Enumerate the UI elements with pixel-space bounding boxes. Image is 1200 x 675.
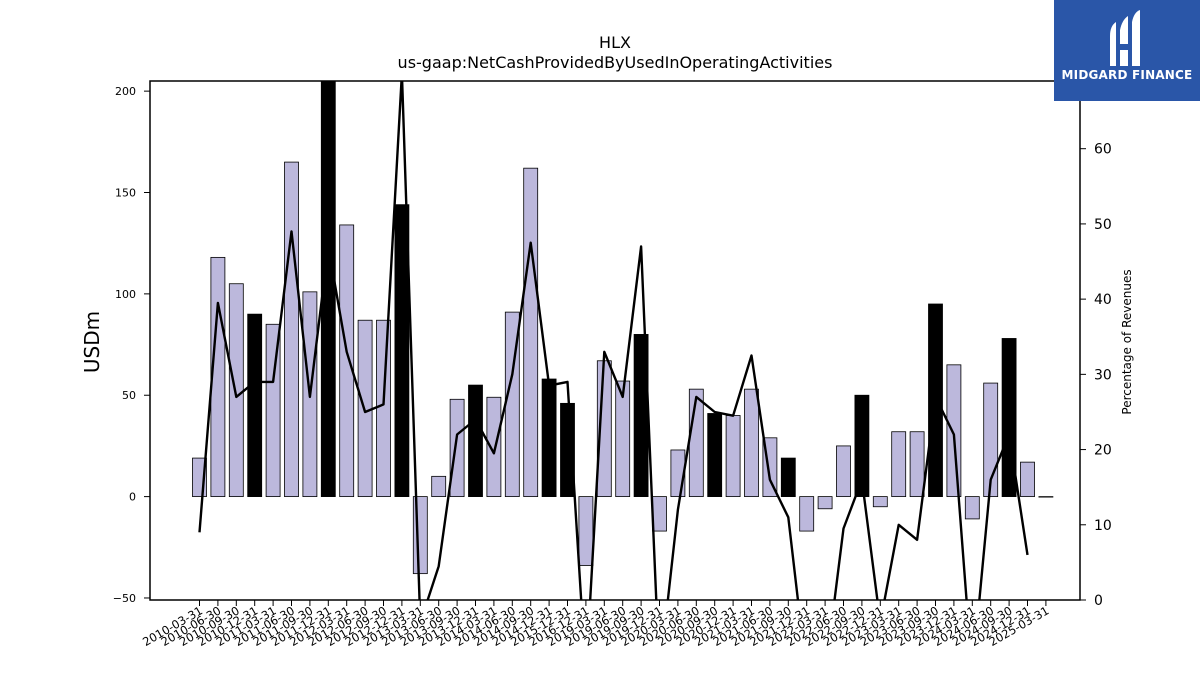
y-tick-label: 50	[122, 389, 136, 402]
bar	[541, 378, 557, 498]
y-tick-label: 0	[129, 491, 136, 504]
bar	[909, 431, 925, 498]
bar	[468, 384, 483, 498]
y2-axis-label: Percentage of Revenues	[1120, 269, 1134, 414]
y2-tick-label: 30	[1094, 367, 1112, 383]
midgard-finance-logo: MIDGARD FINANCE	[1054, 0, 1200, 101]
bar	[688, 388, 704, 498]
bar	[744, 388, 759, 498]
bar	[615, 380, 631, 498]
bar	[725, 415, 741, 498]
bar	[1038, 496, 1054, 498]
bar	[339, 224, 355, 498]
percentage-line	[198, 81, 1029, 600]
bar	[964, 496, 980, 520]
bar	[780, 457, 796, 498]
bar	[707, 413, 723, 498]
bar	[578, 496, 594, 566]
y-tick-label: 200	[115, 85, 136, 98]
bar	[946, 364, 962, 498]
bar	[799, 496, 815, 532]
bar	[228, 283, 244, 498]
y2-tick-label: 40	[1094, 292, 1112, 308]
chart-subtitle: us-gaap:NetCashProvidedByUsedInOperating…	[398, 53, 833, 72]
y-tick-label: 150	[115, 187, 136, 200]
bar	[1020, 461, 1035, 498]
brand-name: MIDGARD FINANCE	[1061, 68, 1193, 82]
y2-tick-label: 10	[1094, 518, 1112, 534]
midgard-logo-icon	[1110, 10, 1140, 66]
bar	[394, 204, 410, 498]
bar	[836, 445, 851, 498]
y-tick-label: 100	[115, 288, 136, 301]
x-axis: 2010-03-312010-06-302010-09-302010-12-31…	[140, 600, 1051, 649]
y2-tick-label: 50	[1094, 217, 1112, 233]
chart-title: HLX	[599, 33, 631, 52]
bar	[872, 496, 888, 508]
bar	[854, 394, 870, 498]
bar	[431, 475, 447, 498]
bar	[284, 161, 299, 498]
bar	[376, 319, 391, 498]
bars-group	[192, 81, 1054, 575]
bar	[817, 496, 833, 510]
y-axis-label: USDm	[80, 311, 104, 373]
y2-tick-label: 0	[1094, 593, 1103, 609]
bar	[652, 496, 667, 532]
y-tick-label: −50	[113, 592, 136, 605]
bar	[449, 398, 465, 498]
bar	[265, 323, 281, 498]
y2-tick-label: 60	[1094, 142, 1112, 158]
y-axis-left: −50 0 50 100 150 200	[113, 85, 150, 605]
y2-tick-label: 20	[1094, 443, 1112, 459]
bar	[891, 431, 907, 498]
plot-frame	[149, 80, 1081, 601]
bar	[486, 396, 502, 498]
bar	[247, 313, 263, 498]
bar	[523, 167, 539, 498]
y-axis-right: 0 10 20 30 40 50 60	[1080, 142, 1112, 609]
